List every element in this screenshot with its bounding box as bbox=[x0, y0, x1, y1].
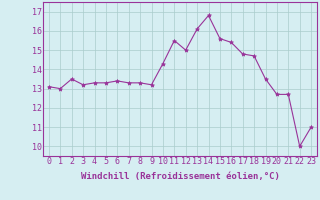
X-axis label: Windchill (Refroidissement éolien,°C): Windchill (Refroidissement éolien,°C) bbox=[81, 172, 279, 181]
